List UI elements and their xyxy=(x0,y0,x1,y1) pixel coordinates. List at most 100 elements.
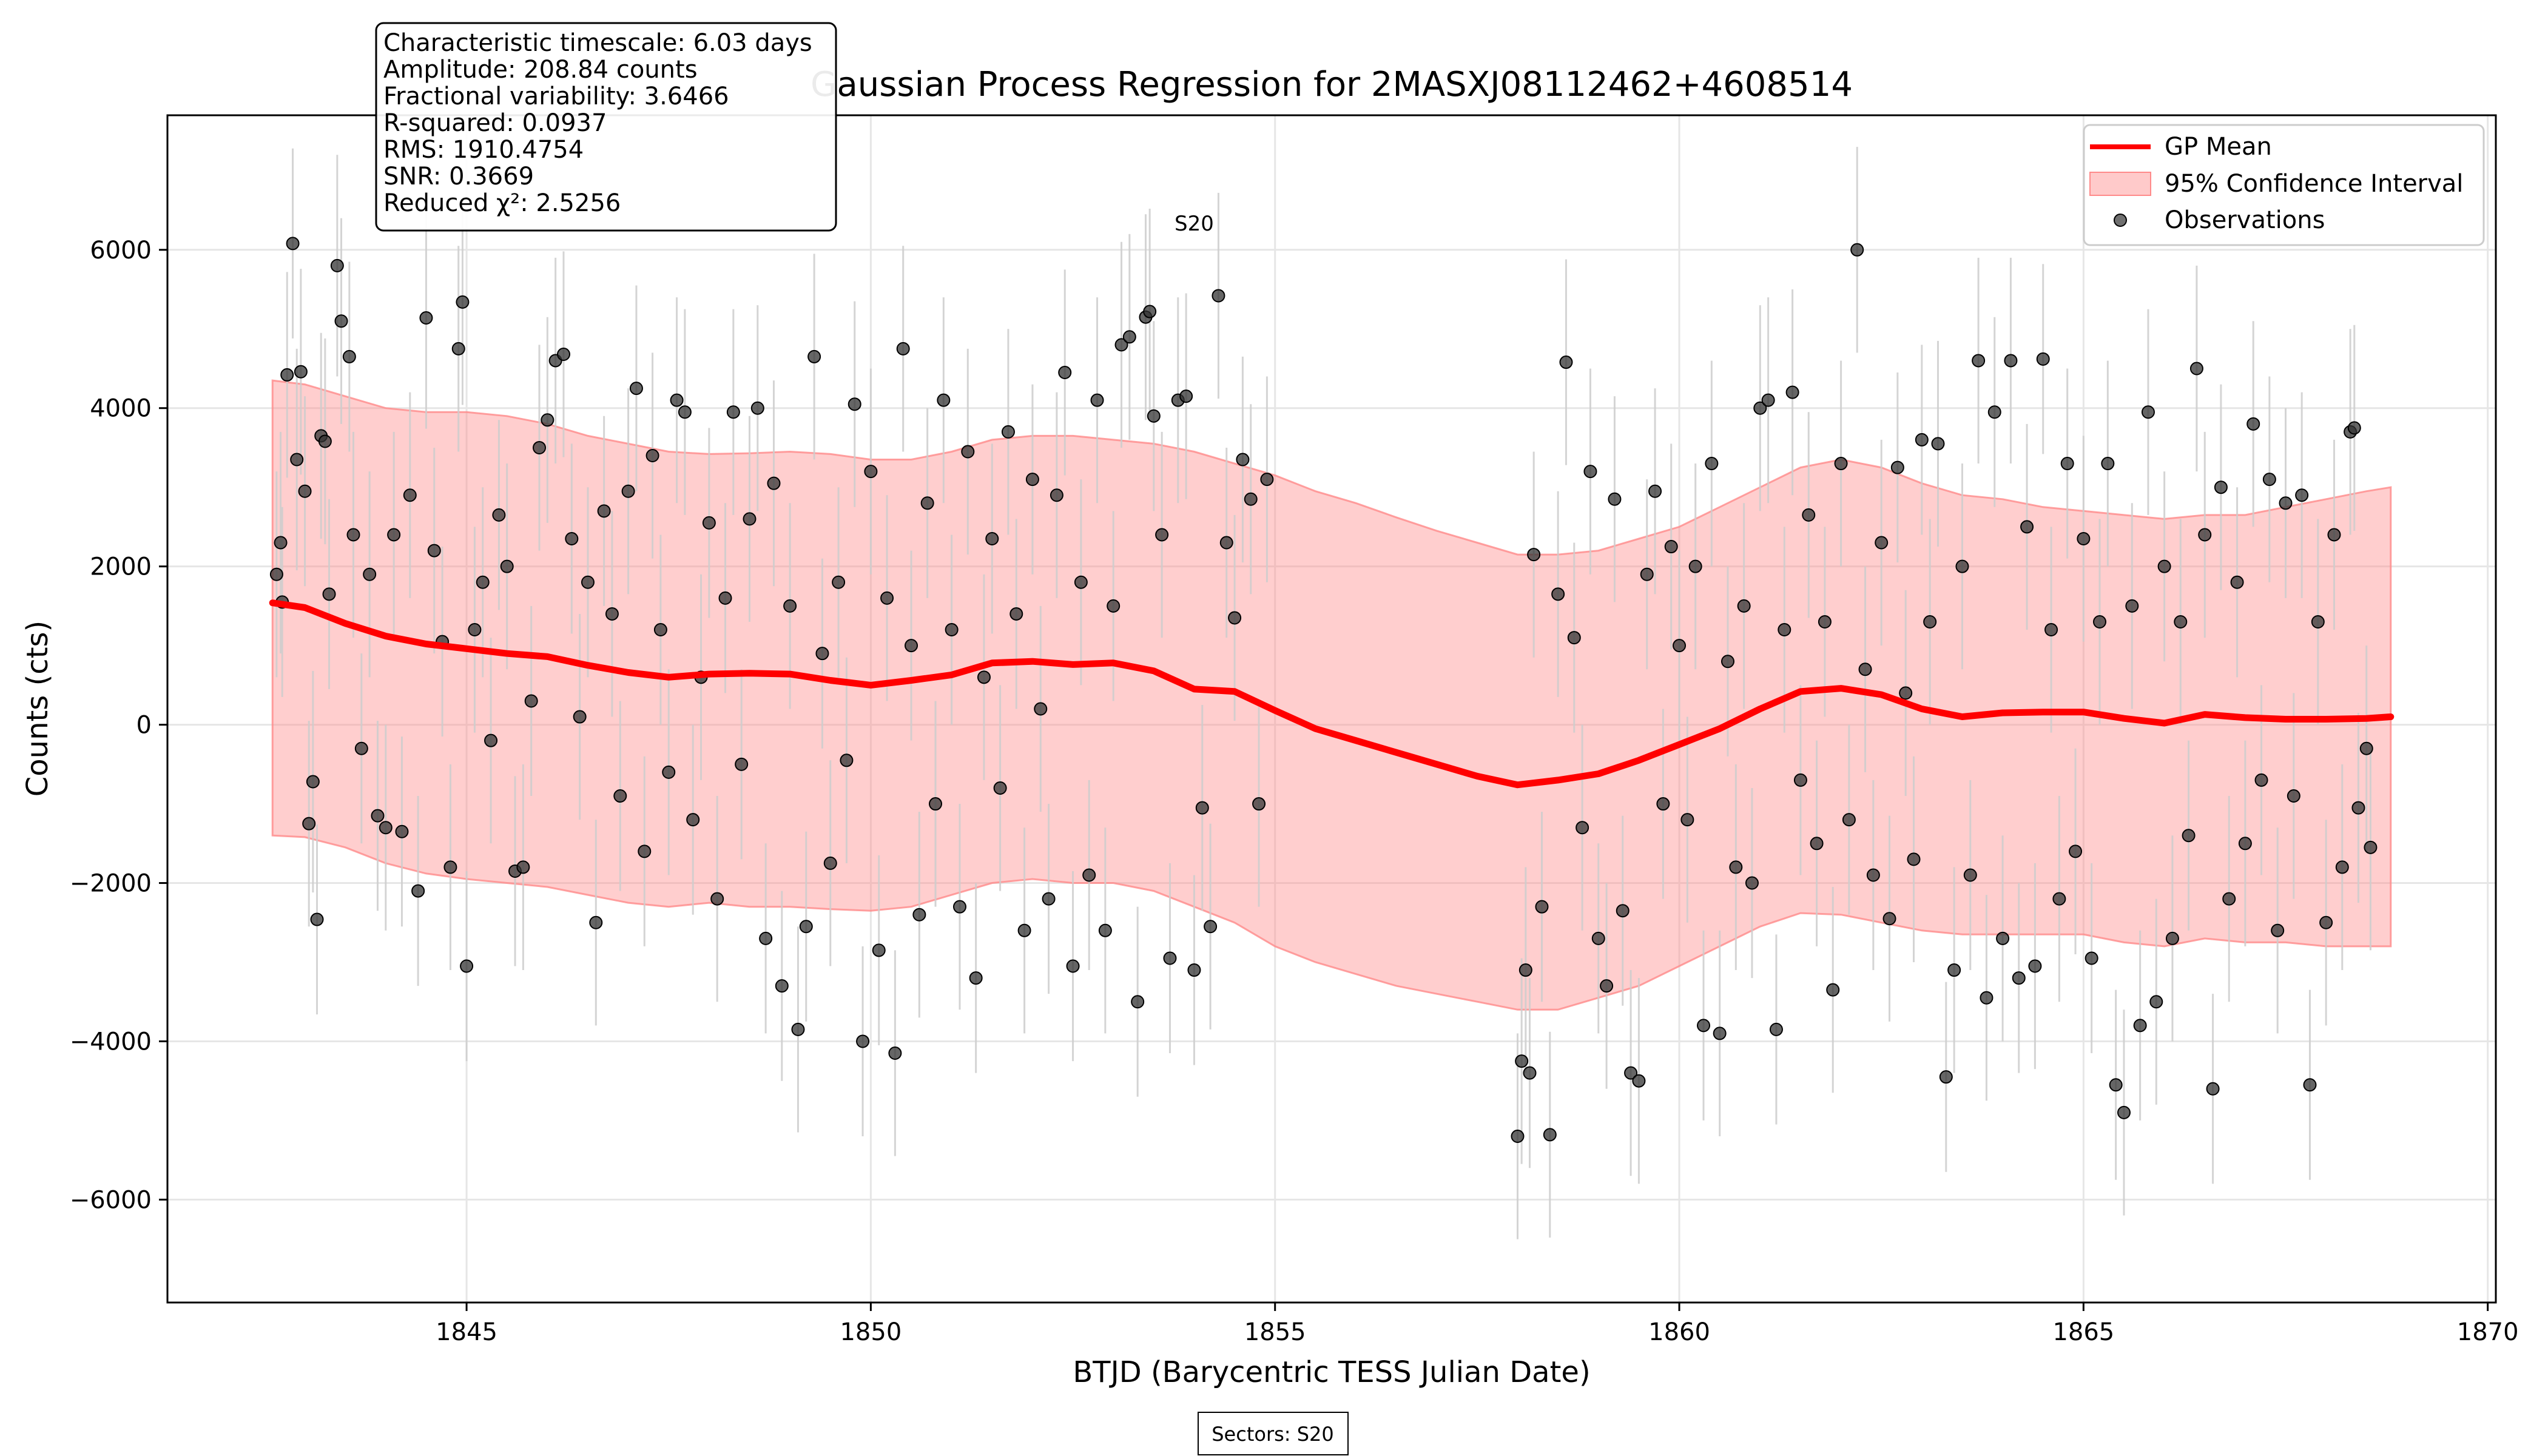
observation-point xyxy=(815,647,829,661)
observation-point xyxy=(354,741,368,755)
observation-point xyxy=(1195,801,1209,815)
y-axis-label: Counts (cts) xyxy=(21,621,55,797)
y-tick-label: −6000 xyxy=(70,1186,152,1214)
observation-point xyxy=(2327,528,2341,542)
observation-point xyxy=(1987,405,2001,419)
stats-amplitude: Amplitude: 208.84 counts xyxy=(383,56,698,84)
stats-timescale: Characteristic timescale: 6.03 days xyxy=(383,29,812,57)
observation-point xyxy=(750,401,764,415)
observation-point xyxy=(1939,1070,1953,1084)
observation-point xyxy=(298,484,312,498)
y-tick-label: −2000 xyxy=(70,870,152,898)
observation-point xyxy=(1009,607,1023,621)
observation-point xyxy=(411,884,425,898)
observation-point xyxy=(1219,536,1233,550)
observation-point xyxy=(597,504,611,518)
observation-point xyxy=(2149,995,2163,1009)
y-tick-label: −4000 xyxy=(70,1028,152,1056)
observation-point xyxy=(1114,338,1128,352)
observation-point xyxy=(807,349,821,363)
observation-point xyxy=(322,587,336,601)
stats-rms: RMS: 1910.4754 xyxy=(383,136,584,164)
observation-point xyxy=(920,496,934,510)
observation-point xyxy=(1107,599,1121,613)
stats-box-frame xyxy=(375,22,837,232)
observation-point xyxy=(678,405,692,419)
observation-point xyxy=(1244,492,1258,506)
x-tick-label: 1870 xyxy=(2457,1318,2519,1346)
observation-point xyxy=(1826,983,1840,997)
observation-point xyxy=(2271,923,2285,937)
observation-point xyxy=(286,237,300,251)
observation-point xyxy=(403,488,417,502)
stats-box: Characteristic timescale: 6.03 days Ampl… xyxy=(375,22,837,232)
observation-point xyxy=(541,413,554,427)
observation-point xyxy=(2182,829,2196,843)
observation-point xyxy=(726,405,740,419)
observation-point xyxy=(310,912,324,926)
observation-point xyxy=(2319,915,2333,929)
observation-point xyxy=(1527,548,1541,562)
observation-point xyxy=(1656,797,1670,811)
y-tick-label: 4000 xyxy=(90,395,152,423)
observation-point xyxy=(832,575,846,589)
observation-point xyxy=(269,567,283,581)
observation-point xyxy=(2060,457,2074,471)
observation-point xyxy=(1050,488,1063,502)
observation-point xyxy=(1793,773,1807,787)
observation-point xyxy=(1664,540,1678,554)
observation-point xyxy=(1899,686,1913,700)
observation-point xyxy=(1090,393,1104,407)
observation-point xyxy=(912,908,926,922)
observation-point xyxy=(2351,801,2365,815)
observation-point xyxy=(363,567,377,581)
observation-point xyxy=(2028,959,2042,973)
y-axis: −6000 −4000 −2000 0 2000 4000 6000 xyxy=(70,237,167,1214)
observation-point xyxy=(1591,931,1605,945)
plot-frame xyxy=(166,114,2497,1304)
observation-point xyxy=(1842,813,1856,827)
observation-point xyxy=(888,1046,902,1060)
observation-point xyxy=(556,348,570,362)
observation-point xyxy=(1737,599,1751,613)
observation-point xyxy=(1648,484,1662,498)
observation-point xyxy=(1001,425,1015,439)
observation-point xyxy=(2238,837,2252,851)
observation-point xyxy=(653,623,667,637)
sectors-footer-frame xyxy=(1198,1412,1349,1455)
observation-point xyxy=(1761,393,1775,407)
observation-point xyxy=(1567,631,1581,645)
legend-observations-swatch xyxy=(2114,214,2127,227)
observation-point xyxy=(977,670,991,684)
observation-point xyxy=(1875,536,1889,550)
observation-point xyxy=(1640,567,1654,581)
observation-point xyxy=(710,892,724,906)
observation-point xyxy=(2262,473,2276,487)
observation-point xyxy=(1996,931,2010,945)
observation-point xyxy=(1187,963,1201,977)
observation-point xyxy=(1810,837,1824,851)
observation-point xyxy=(516,860,530,874)
observation-point xyxy=(451,342,465,356)
observation-point xyxy=(1882,912,1896,926)
observation-point xyxy=(456,295,470,309)
observation-point xyxy=(1721,655,1734,669)
chart-title: Gaussian Process Regression for 2MASXJ08… xyxy=(811,65,1853,104)
y-tick-label: 0 xyxy=(136,712,152,740)
observation-point xyxy=(952,900,966,914)
observation-point xyxy=(1858,662,1872,676)
observation-point xyxy=(929,797,943,811)
observation-point xyxy=(840,753,854,767)
stats-fractional-variability: Fractional variability: 3.6466 xyxy=(383,83,729,110)
observation-point xyxy=(783,599,797,613)
observation-point xyxy=(905,639,918,653)
observation-point xyxy=(864,465,878,479)
observation-point xyxy=(1753,401,1767,415)
legend-gp-mean-label: GP Mean xyxy=(2165,133,2272,161)
observation-point xyxy=(1673,639,1687,653)
observation-point xyxy=(1972,354,1986,368)
observation-point xyxy=(767,476,781,490)
observation-point xyxy=(2198,528,2212,542)
observation-point xyxy=(533,440,547,454)
observation-point xyxy=(791,1022,805,1036)
